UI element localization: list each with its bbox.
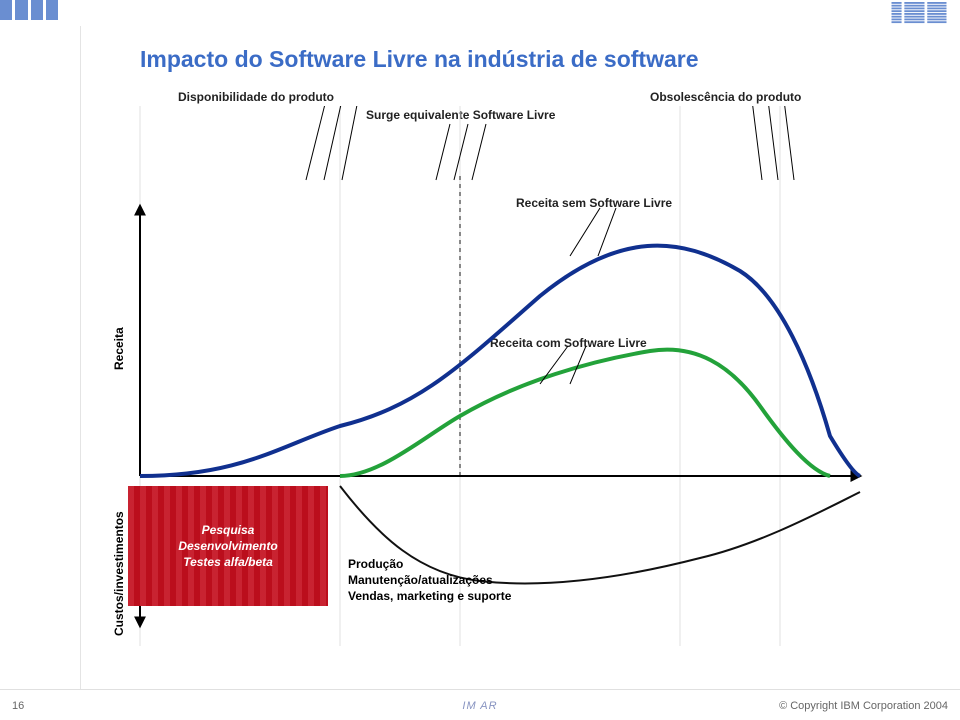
page-title: Impacto do Software Livre na indústria d… <box>140 46 699 73</box>
prod-line2: Manutenção/atualizações <box>348 572 511 588</box>
anno-obsolescencia: Obsolescência do produto <box>650 90 801 104</box>
research-phase-box: Pesquisa Desenvolvimento Testes alfa/bet… <box>128 486 328 606</box>
redbox-line3: Testes alfa/beta <box>183 554 273 570</box>
anno-disponibilidade: Disponibilidade do produto <box>178 90 334 104</box>
header-accent-stripes <box>0 0 58 20</box>
bottom-guideline <box>0 689 960 690</box>
prod-line1: Produção <box>348 556 511 572</box>
page: Impacto do Software Livre na indústria d… <box>0 0 960 720</box>
prod-line3: Vendas, marketing e suporte <box>348 588 511 604</box>
ibm-logo <box>890 2 948 24</box>
left-guideline <box>80 26 81 690</box>
redbox-line1: Pesquisa <box>202 522 255 538</box>
footer-copyright: © Copyright IBM Corporation 2004 <box>779 700 948 712</box>
production-labels: Produção Manutenção/atualizações Vendas,… <box>348 556 511 605</box>
redbox-line2: Desenvolvimento <box>178 538 277 554</box>
